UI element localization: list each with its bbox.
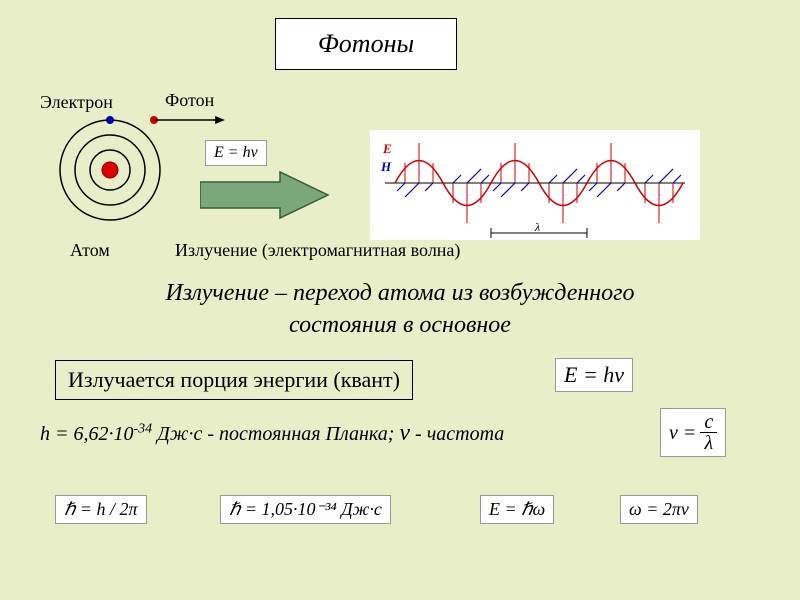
planck-h-part: h = 6,62·10 — [40, 423, 134, 445]
photon-arrow-icon — [155, 116, 225, 126]
planck-nu: ν — [399, 420, 410, 446]
lambda-label: λ — [534, 220, 540, 234]
planck-freq: - частота — [410, 423, 504, 445]
page-title: Фотоны — [275, 18, 457, 70]
formula-omega-2pi-nu: ω = 2πν — [620, 495, 698, 524]
statement-line-1: Излучение – переход атома из возбужденно… — [50, 280, 750, 307]
formula-nu-c-lambda: ν = cλ — [660, 408, 726, 457]
formula-energy-hnu-big: E = hν — [555, 358, 633, 392]
formula-hbar-val: ℏ = 1,05·10⁻³⁴ Дж·с — [220, 495, 391, 524]
formula-energy-hnu-small: E = hν — [205, 140, 267, 166]
atom-diagram — [50, 110, 170, 230]
statement-line-2: состояния в основное — [50, 312, 750, 339]
planck-constant-text: h = 6,62·10-34 Дж·с ‑ постоянная Планка;… — [40, 420, 504, 447]
photon-label: Фотон — [165, 90, 214, 111]
h-field-label: H — [380, 159, 392, 174]
formula-hbar-def: ℏ = h / 2π — [55, 495, 147, 524]
planck-rest: Дж·с ‑ постоянная Планка; — [152, 423, 399, 445]
em-wave-diagram: λ E H — [370, 130, 700, 240]
quantum-portion-box: Излучается порция энергии (квант) — [55, 360, 413, 400]
formula-energy-hbar-omega: E = ℏω — [480, 495, 554, 524]
radiation-label: Излучение (электромагнитная волна) — [175, 240, 460, 261]
e-field-label: E — [382, 141, 392, 156]
planck-exp: -34 — [134, 421, 153, 436]
atom-label: Атом — [70, 240, 110, 261]
emission-arrow-icon — [200, 170, 330, 220]
